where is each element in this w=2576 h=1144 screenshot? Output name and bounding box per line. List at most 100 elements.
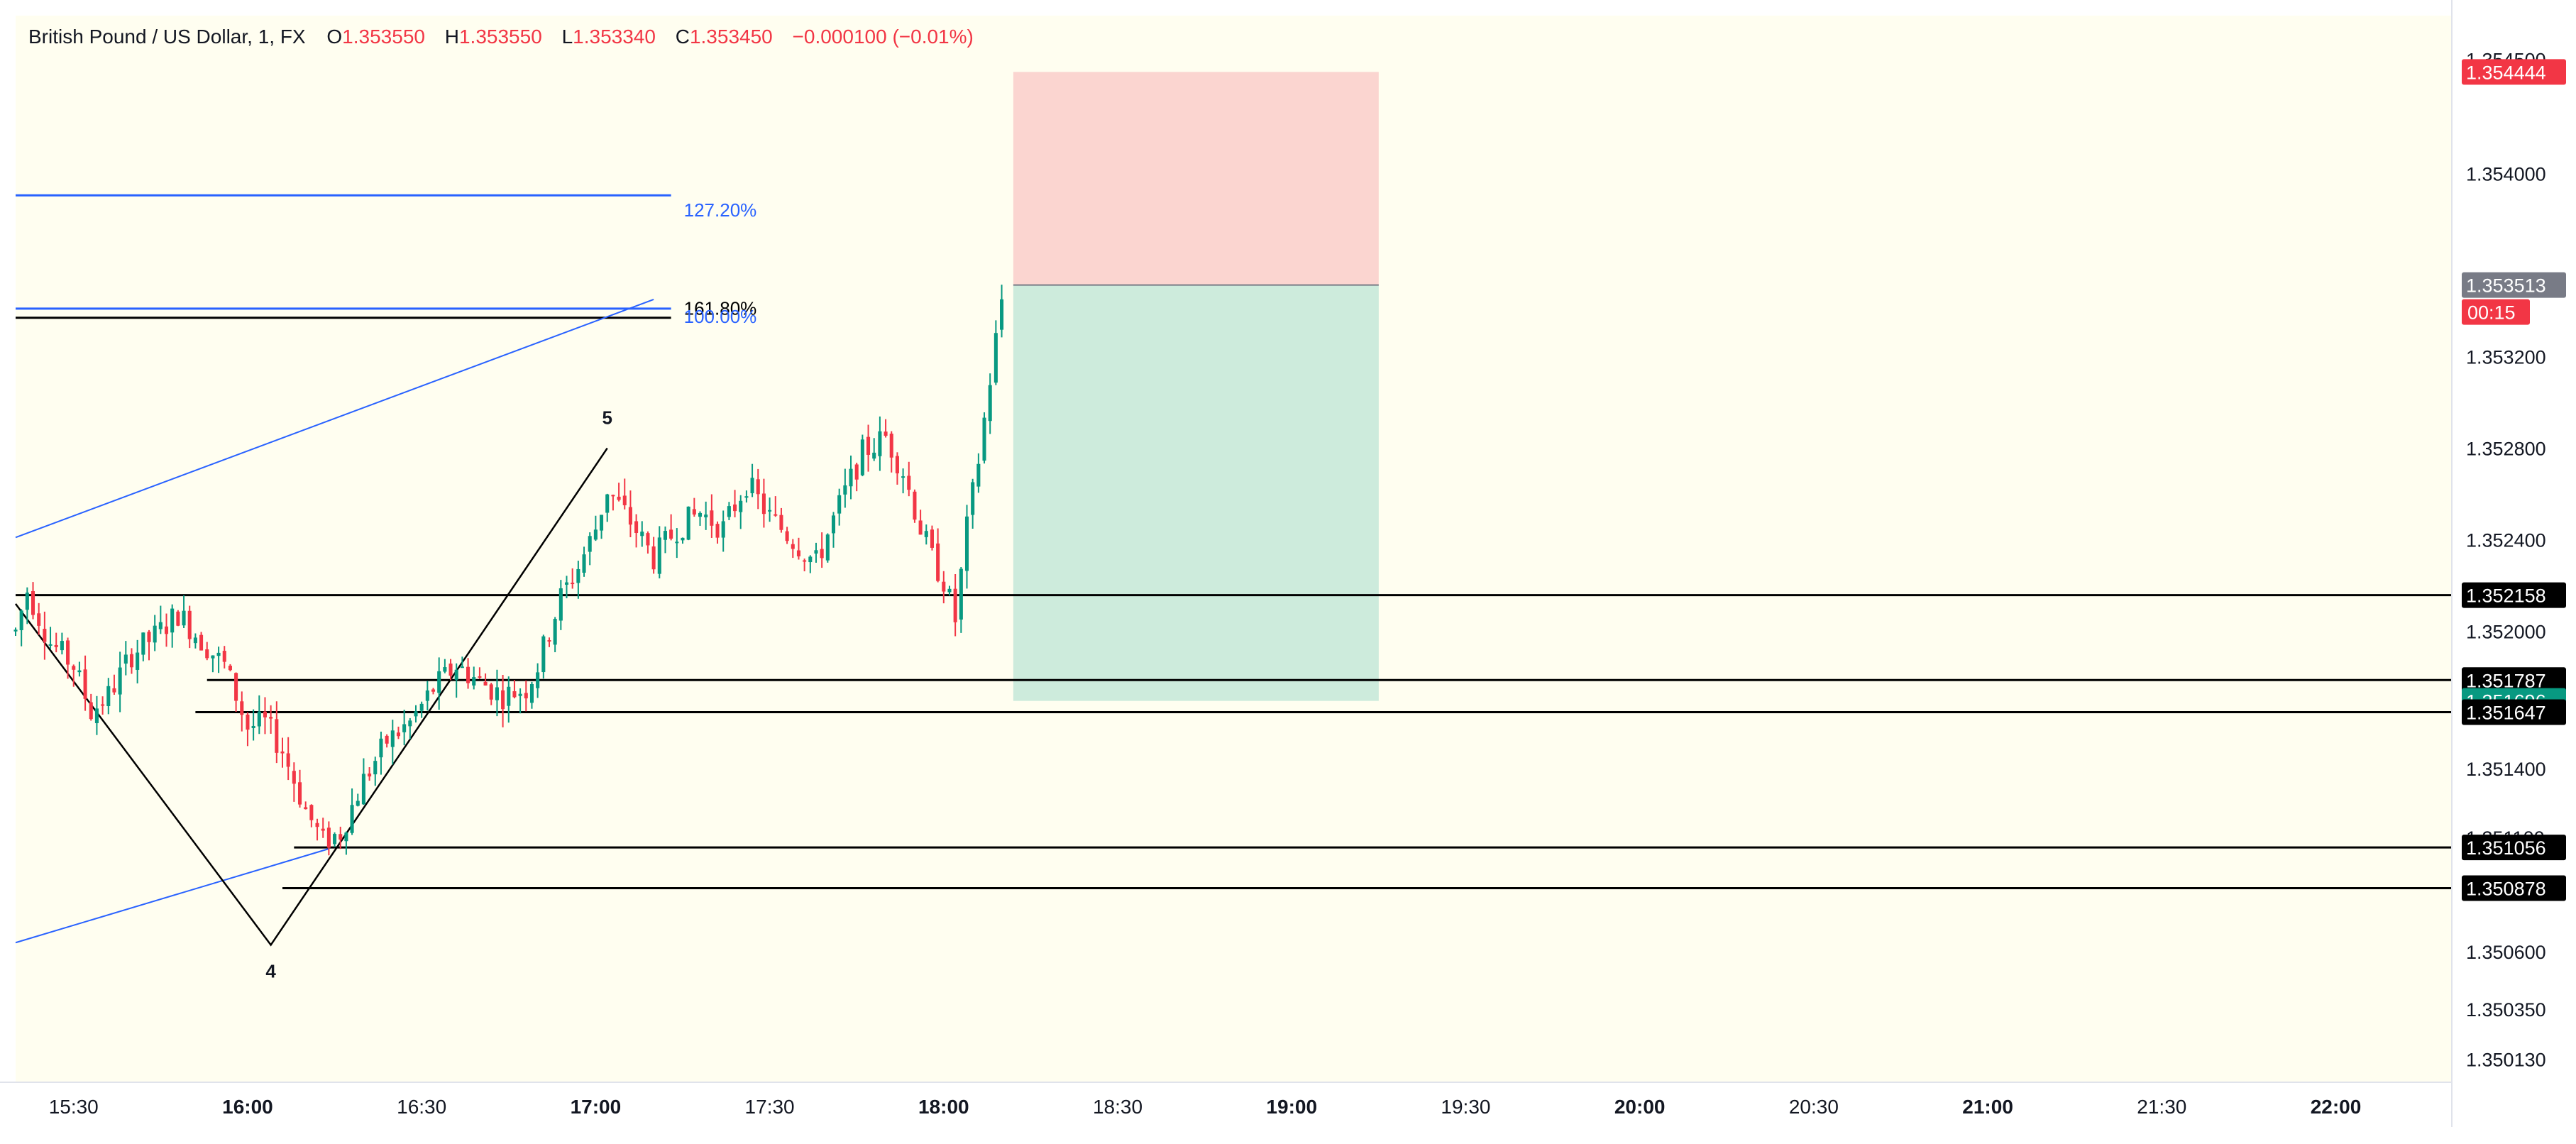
price-tag[interactable]: 1.350878 bbox=[2462, 875, 2566, 901]
candle[interactable] bbox=[564, 576, 569, 599]
candle[interactable] bbox=[930, 525, 934, 551]
candle[interactable] bbox=[692, 497, 696, 517]
candle[interactable] bbox=[976, 453, 981, 493]
candle[interactable] bbox=[25, 587, 29, 625]
stop-loss-zone[interactable] bbox=[1013, 72, 1379, 285]
candle[interactable] bbox=[350, 788, 354, 835]
candle[interactable] bbox=[768, 497, 772, 522]
candle[interactable] bbox=[837, 488, 842, 526]
candle[interactable] bbox=[501, 675, 505, 727]
candle[interactable] bbox=[854, 462, 859, 492]
candle[interactable] bbox=[959, 566, 963, 633]
candle[interactable] bbox=[222, 646, 226, 669]
candle[interactable] bbox=[825, 533, 830, 563]
candle[interactable] bbox=[13, 627, 18, 637]
candle[interactable] bbox=[884, 419, 888, 438]
candle[interactable] bbox=[866, 424, 871, 472]
candle[interactable] bbox=[478, 667, 482, 679]
candle[interactable] bbox=[663, 526, 668, 554]
candle[interactable] bbox=[211, 655, 215, 673]
candle[interactable] bbox=[657, 526, 661, 579]
candle[interactable] bbox=[402, 710, 407, 746]
wave-line[interactable] bbox=[14, 447, 608, 947]
candle[interactable] bbox=[72, 664, 76, 687]
candle[interactable] bbox=[541, 634, 546, 679]
candle[interactable] bbox=[443, 659, 447, 673]
candle[interactable] bbox=[889, 431, 893, 473]
candle[interactable] bbox=[761, 478, 766, 528]
candle[interactable] bbox=[37, 603, 41, 635]
candle[interactable] bbox=[681, 537, 685, 544]
candle[interactable] bbox=[849, 455, 853, 500]
candle[interactable] bbox=[19, 609, 23, 647]
candle[interactable] bbox=[727, 502, 731, 520]
candle[interactable] bbox=[129, 648, 134, 674]
time-axis-background[interactable] bbox=[0, 1082, 2452, 1127]
candle[interactable] bbox=[164, 613, 169, 647]
candle[interactable] bbox=[791, 539, 795, 559]
candle[interactable] bbox=[321, 818, 325, 838]
candle[interactable] bbox=[640, 521, 644, 547]
candle[interactable] bbox=[448, 659, 453, 681]
candle[interactable] bbox=[368, 767, 372, 781]
candle[interactable] bbox=[419, 701, 424, 718]
take-profit-zone[interactable] bbox=[1013, 285, 1379, 701]
candle[interactable] bbox=[901, 468, 906, 494]
candle[interactable] bbox=[860, 434, 864, 477]
candle[interactable] bbox=[286, 737, 290, 781]
candle[interactable] bbox=[576, 561, 580, 599]
candle[interactable] bbox=[785, 527, 789, 544]
candle[interactable] bbox=[558, 580, 563, 630]
candle[interactable] bbox=[739, 495, 743, 529]
candle[interactable] bbox=[94, 695, 99, 735]
candle[interactable] bbox=[326, 821, 331, 856]
candle[interactable] bbox=[651, 537, 656, 574]
candle[interactable] bbox=[600, 515, 604, 539]
candle[interactable] bbox=[77, 661, 82, 677]
candle[interactable] bbox=[808, 555, 813, 573]
candle[interactable] bbox=[733, 490, 737, 517]
candle[interactable] bbox=[489, 683, 493, 705]
price-tag[interactable]: 1.354444 bbox=[2462, 59, 2566, 85]
candle[interactable] bbox=[414, 705, 418, 723]
candle[interactable] bbox=[280, 737, 285, 768]
candle[interactable] bbox=[170, 604, 175, 648]
candle[interactable] bbox=[182, 595, 186, 628]
candle[interactable] bbox=[512, 680, 517, 699]
candle[interactable] bbox=[947, 585, 952, 596]
candle[interactable] bbox=[779, 507, 783, 533]
candle[interactable] bbox=[953, 573, 957, 637]
price-tag[interactable]: 1.352158 bbox=[2462, 582, 2566, 608]
candle[interactable] bbox=[112, 674, 116, 695]
candle[interactable] bbox=[437, 657, 441, 710]
candle[interactable] bbox=[878, 416, 882, 471]
candle[interactable] bbox=[536, 663, 540, 698]
candle[interactable] bbox=[257, 695, 261, 735]
candle[interactable] bbox=[918, 510, 923, 535]
candle[interactable] bbox=[390, 720, 395, 765]
candle[interactable] bbox=[593, 515, 598, 541]
candle[interactable] bbox=[628, 490, 632, 538]
candle[interactable] bbox=[251, 709, 255, 741]
candle[interactable] bbox=[263, 697, 268, 735]
candle[interactable] bbox=[373, 757, 378, 786]
candle[interactable] bbox=[756, 468, 760, 510]
candle[interactable] bbox=[136, 639, 140, 683]
price-axis-background[interactable] bbox=[2452, 0, 2576, 1127]
candle[interactable] bbox=[60, 632, 64, 655]
price-tag[interactable]: 1.351056 bbox=[2462, 835, 2566, 861]
candle[interactable] bbox=[158, 605, 163, 634]
candle[interactable] bbox=[228, 664, 232, 671]
candle[interactable] bbox=[466, 658, 470, 689]
candle[interactable] bbox=[147, 629, 151, 661]
candle[interactable] bbox=[942, 571, 946, 604]
candle[interactable] bbox=[333, 832, 337, 847]
candle[interactable] bbox=[176, 610, 180, 627]
candle[interactable] bbox=[187, 605, 192, 649]
price-tag[interactable]: 1.351647 bbox=[2462, 699, 2566, 725]
candle[interactable] bbox=[611, 494, 615, 511]
candle[interactable] bbox=[831, 512, 836, 548]
candle[interactable] bbox=[118, 651, 122, 713]
